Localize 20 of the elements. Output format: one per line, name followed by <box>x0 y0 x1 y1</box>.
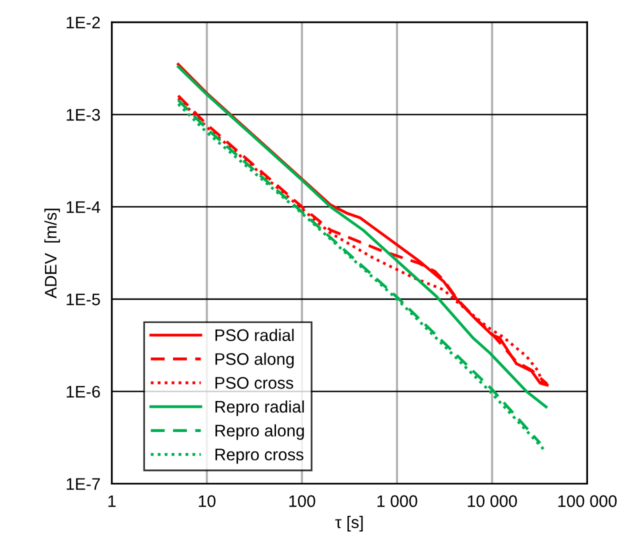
y-tick-label: 1E-6 <box>66 386 100 398</box>
legend-label: PSO cross <box>216 377 294 389</box>
x-axis-title: τ [s] <box>335 516 363 532</box>
x-tick-label: 1 <box>108 495 116 507</box>
legend-label: PSO along <box>216 352 294 368</box>
y-tick-label: 1E-7 <box>66 478 100 490</box>
y-tick-label: 1E-2 <box>66 16 100 28</box>
y-tick-label: 1E-5 <box>66 294 100 306</box>
y-tick-label: 1E-3 <box>66 108 100 121</box>
y-tick-label: 1E-4 <box>66 201 100 213</box>
legend-label: Repro along <box>216 424 304 440</box>
y-axis-title: ADEV [m/s] <box>44 208 60 298</box>
x-tick-label: 100 000 <box>558 495 617 508</box>
x-tick-label: 100 <box>289 495 316 508</box>
legend-label: Repro cross <box>216 448 304 464</box>
x-tick-label: 1 000 <box>377 495 418 508</box>
x-tick-label: 10 000 <box>468 495 517 508</box>
legend-label: Repro radial <box>216 400 304 416</box>
x-tick-label: 10 <box>198 495 216 508</box>
legend-label: PSO radial <box>216 328 294 342</box>
